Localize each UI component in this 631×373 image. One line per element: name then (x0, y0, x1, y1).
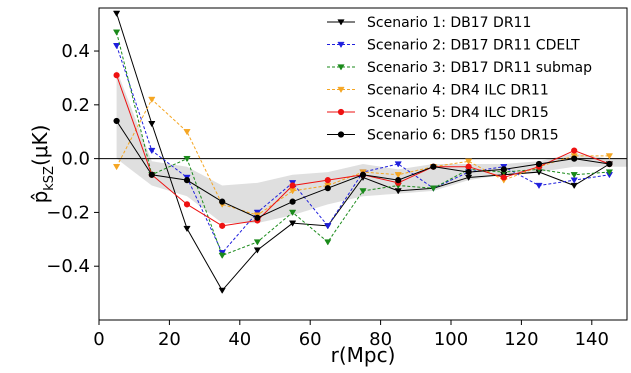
x-tick-label: 120 (504, 329, 538, 350)
legend-item: Scenario 3: DB17 DR11 submap (327, 60, 592, 76)
data-point (288, 209, 297, 216)
data-point (570, 172, 578, 179)
data-point (570, 177, 578, 184)
y-tick-label: 0.2 (61, 95, 90, 116)
data-point (148, 96, 156, 103)
data-point (359, 171, 367, 178)
data-point (571, 147, 578, 154)
data-point (219, 198, 226, 205)
data-point (183, 225, 191, 233)
data-point (337, 41, 345, 49)
data-point (500, 174, 507, 181)
series-group (112, 10, 614, 294)
data-point (112, 164, 121, 171)
y-tick-label: 0.0 (61, 149, 90, 170)
data-point (148, 171, 155, 178)
data-point (535, 182, 543, 190)
legend-label: Scenario 4: DR4 ILC DR11 (367, 83, 549, 99)
data-point (429, 185, 438, 192)
data-point (535, 160, 543, 168)
y-tick-label: −0.4 (46, 256, 90, 277)
data-point (183, 201, 191, 208)
legend-label: Scenario 3: DB17 DR11 submap (367, 60, 592, 76)
legend-label: Scenario 1: DB17 DR11 (367, 15, 531, 31)
x-axis: 0 20 40 60 80 100 120 140 (93, 320, 609, 350)
legend-label: Scenario 6: DR5 f150 DR15 (367, 128, 559, 144)
data-point (337, 64, 345, 71)
plot-frame (98, 7, 628, 321)
data-point (464, 158, 473, 165)
data-point (183, 155, 191, 163)
data-point (394, 161, 402, 168)
data-point (430, 163, 437, 170)
uncertainty-band (116, 69, 627, 224)
data-point (113, 72, 120, 79)
data-point (183, 129, 191, 136)
data-point (359, 188, 367, 195)
y-tick-label: 0.4 (61, 41, 90, 62)
data-point (337, 19, 345, 26)
x-tick-label: 40 (228, 329, 251, 350)
data-point (289, 198, 296, 205)
data-point (500, 166, 507, 173)
legend-label: Scenario 5: DR4 ILC DR15 (367, 105, 549, 121)
data-point (219, 222, 226, 229)
legend: Scenario 1: DB17 DR11 Scenario 2: DB17 DR… (327, 15, 592, 144)
y-tick-label: −0.2 (46, 202, 90, 223)
data-point (218, 287, 226, 294)
y-axis-title: p̂kSZ(μK) (28, 125, 57, 204)
data-point (605, 153, 614, 160)
x-tick-label: 0 (93, 329, 104, 350)
x-tick-label: 20 (158, 329, 181, 350)
x-axis-title: r(Mpc) (331, 343, 396, 367)
data-point (183, 177, 191, 184)
band-area (116, 69, 627, 224)
x-tick-label: 100 (434, 329, 468, 350)
legend-item: Scenario 6: DR5 f150 DR15 (327, 128, 559, 144)
y-axis: −0.4 −0.2 0.0 0.2 0.4 (46, 41, 99, 277)
x-tick-label: 140 (575, 329, 609, 350)
data-point (337, 86, 345, 94)
data-point (571, 155, 578, 162)
legend-item: Scenario 1: DB17 DR11 (327, 15, 531, 31)
data-point (112, 10, 121, 17)
data-point (324, 185, 331, 192)
data-point (289, 182, 296, 189)
data-point (337, 131, 345, 138)
data-point (324, 223, 332, 230)
data-point (570, 182, 578, 190)
data-point (465, 168, 472, 176)
legend-item: Scenario 2: DB17 DR11 CDELT (327, 38, 580, 54)
data-point (253, 247, 262, 254)
data-point (465, 163, 472, 170)
data-point (113, 117, 120, 125)
data-point (337, 108, 345, 116)
series-line (116, 45, 610, 254)
data-point (606, 160, 613, 168)
legend-label: Scenario 2: DB17 DR11 CDELT (367, 38, 580, 54)
data-point (148, 121, 156, 128)
x-tick-label: 60 (299, 329, 322, 350)
legend-item: Scenario 5: DR4 ILC DR15 (327, 105, 549, 121)
legend-item: Scenario 4: DR4 ILC DR11 (327, 83, 549, 99)
series-6 (113, 117, 613, 221)
data-point (254, 214, 261, 221)
data-point (112, 43, 121, 50)
data-point (218, 252, 226, 259)
data-point (394, 172, 402, 179)
data-point (395, 177, 402, 184)
series-line (116, 13, 610, 292)
data-point (148, 147, 156, 155)
data-point (288, 220, 297, 227)
data-point (324, 239, 332, 246)
data-point (112, 29, 121, 36)
data-point (324, 177, 331, 184)
x-tick-label: 80 (369, 329, 392, 350)
data-point (605, 169, 614, 176)
data-point (253, 239, 262, 246)
